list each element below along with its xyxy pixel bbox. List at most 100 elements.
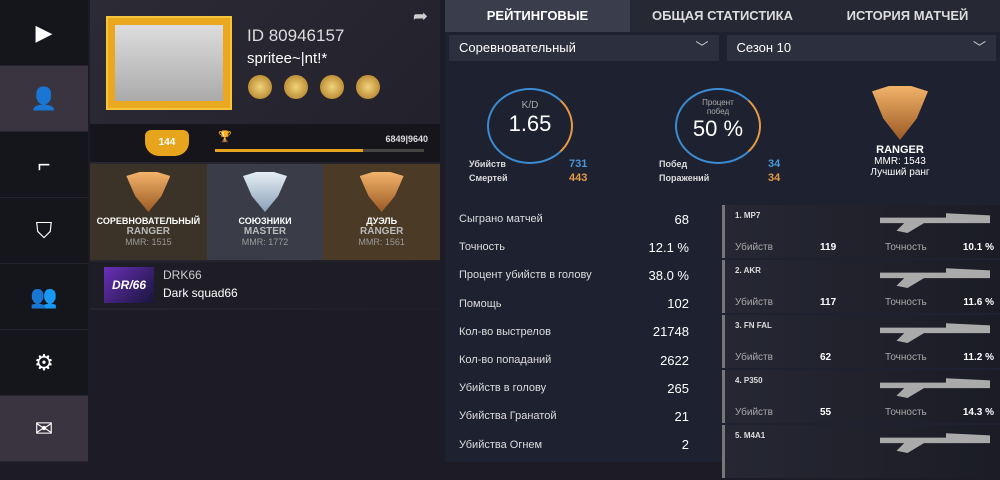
stat-row: Точность 12.1 % [445, 233, 717, 261]
tab-match-history[interactable]: ИСТОРИЯ МАТЧЕЙ [846, 8, 969, 23]
weapon-name: 4. P350 [735, 376, 763, 385]
stat-value: 12.1 % [648, 239, 689, 255]
kills-value: 731 [569, 158, 588, 170]
friends-icon: 👥 [30, 283, 58, 309]
winrate-circle: Процент побед 50 % [675, 88, 761, 164]
medal-icon[interactable] [320, 75, 344, 99]
sidebar-item-clan[interactable]: ⛉ [0, 198, 88, 264]
best-rank-tier: RANGER [876, 144, 924, 156]
weapon-kills: 62 [820, 352, 832, 363]
stat-label: Помощь [459, 297, 502, 310]
rank-card-duel[interactable]: ДУЭЛЬ RANGER MMR: 1561 [323, 164, 441, 260]
stat-label: Убийства Огнем [459, 438, 543, 451]
clan-row[interactable]: DR/66 DRK66 Dark squad66 [90, 262, 440, 308]
kills-label: Убийств [469, 159, 506, 169]
rank-card-competitive[interactable]: СОРЕВНОВАТЕЛЬНЫЙ RANGER MMR: 1515 [90, 164, 207, 260]
clan-tag: DRK66 [163, 268, 202, 282]
stat-row: Убийств в голову 265 [445, 374, 717, 402]
stat-row: Кол-во выстрелов 21748 [445, 318, 717, 346]
weapon-name: 1. MP7 [735, 211, 761, 220]
chevron-down-icon: ﹀ [972, 40, 986, 55]
kd-circle: K/D 1.65 [487, 88, 573, 164]
weapon-icon [880, 268, 990, 288]
xp-progress [215, 149, 424, 152]
weapon-card[interactable]: 1. MP7 Убийств 119 Точность 10.1 % [722, 205, 1000, 258]
weapon-accuracy: 10.1 % [962, 242, 994, 253]
weapon-kills-label: Убийств [735, 407, 773, 418]
sidebar-item-mail[interactable]: ✉ [0, 396, 88, 462]
badge-icon: ⛉ [35, 217, 53, 243]
user-icon: 👤 [30, 85, 58, 111]
deaths-value: 443 [569, 172, 588, 184]
rank-mmr: MMR: 1561 [358, 237, 405, 247]
weapon-kills: 119 [820, 242, 837, 253]
sidebar-item-friends[interactable]: 👥 [0, 264, 88, 330]
medal-icon[interactable] [248, 75, 272, 99]
gear-icon: ⚙ [34, 349, 54, 375]
weapon-icon [880, 433, 990, 453]
weapon-accuracy: 14.3 % [962, 407, 994, 418]
winrate-label: Процент побед [702, 98, 734, 116]
weapon-kills: 55 [820, 407, 832, 418]
tab-ranked[interactable]: РЕЙТИНГОВЫЕ [445, 0, 630, 32]
kd-label: K/D [521, 100, 539, 111]
rank-emblem-icon [872, 86, 928, 140]
stat-row: Процент убийств в голову 38.0 % [445, 261, 717, 289]
weapon-card[interactable]: 4. P350 Убийств 55 Точность 14.3 % [722, 370, 1000, 423]
rank-card-allies[interactable]: СОЮЗНИКИ MASTER MMR: 1772 [206, 164, 324, 260]
clan-logo: DR/66 [104, 267, 154, 303]
stat-row: Убийства Огнем 2 [445, 431, 717, 459]
stat-label: Кол-во выстрелов [459, 325, 551, 338]
stat-label: Убийств в голову [459, 382, 547, 395]
stat-row: Сыграно матчей 68 [445, 205, 717, 233]
weapon-kills-label: Убийств [735, 297, 773, 308]
rank-mode: СОЮЗНИКИ [238, 216, 292, 226]
rank-emblem-icon [243, 172, 287, 212]
rank-emblem-icon [126, 172, 171, 212]
losses-value: 34 [768, 172, 781, 184]
wins-label: Побед [659, 159, 688, 169]
weapon-name: 5. M4A1 [735, 431, 766, 440]
stat-label: Процент убийств в голову [459, 269, 592, 282]
weapon-card[interactable]: 3. FN FAL Убийств 62 Точность 11.2 % [722, 315, 1000, 368]
trophy-icon: 🏆 [218, 131, 232, 143]
weapon-card[interactable]: 5. M4A1 [722, 425, 1000, 478]
play-icon: ▶ [35, 19, 53, 45]
rank-emblem-icon [359, 172, 404, 212]
stat-row: Убийства Гранатой 21 [445, 402, 717, 430]
stats-panel: РЕЙТИНГОВЫЕ ОБЩАЯ СТАТИСТИКА ИСТОРИЯ МАТ… [445, 0, 1000, 478]
level-bar: 144 🏆 6849|9640 [90, 124, 440, 162]
weapon-accuracy-label: Точность [885, 297, 927, 308]
medal-icon[interactable] [284, 75, 308, 99]
sidebar-item-settings[interactable]: ⚙ [0, 330, 88, 396]
stat-row: Помощь 102 [445, 290, 717, 318]
deaths-label: Смертей [469, 173, 508, 183]
profile-panel: ID 80946157 spritee~|nt!* ➦ 144 🏆 6849|9… [90, 0, 441, 310]
rank-mode: СОРЕВНОВАТЕЛЬНЫЙ [96, 216, 201, 226]
clan-name: Dark squad66 [163, 286, 238, 300]
sidebar-item-weapons[interactable]: ⌐ [0, 132, 88, 198]
mode-dropdown[interactable]: Соревновательный ﹀ [449, 35, 719, 61]
best-rank: RANGER MMR: 1543 Лучший ранг [845, 86, 955, 178]
best-rank-label: Лучший ранг [870, 167, 930, 178]
season-dropdown[interactable]: Сезон 10 ﹀ [726, 35, 996, 61]
sidebar-item-profile[interactable]: 👤 [0, 66, 88, 132]
rank-tier: RANGER [360, 226, 404, 237]
stat-value: 38.0 % [648, 267, 689, 283]
avatar[interactable] [106, 16, 232, 110]
sidebar-item-play[interactable]: ▶ [0, 0, 88, 66]
player-name: spritee~|nt!* [247, 50, 328, 67]
weapon-name: 2. AKR [735, 266, 761, 275]
rank-tier: MASTER [243, 226, 287, 237]
stat-value: 102 [667, 296, 689, 312]
weapon-accuracy-label: Точность [885, 407, 927, 418]
weapon-card[interactable]: 2. AKR Убийств 117 Точность 11.6 % [722, 260, 1000, 313]
tab-general-stats[interactable]: ОБЩАЯ СТАТИСТИКА [652, 8, 793, 23]
medal-icon[interactable] [356, 75, 380, 99]
rank-mmr: MMR: 1515 [125, 237, 172, 247]
weapon-accuracy-label: Точность [885, 352, 927, 363]
weapon-kills: 117 [820, 297, 837, 308]
weapon-accuracy: 11.2 % [963, 352, 994, 363]
kd-value: 1.65 [508, 111, 552, 136]
share-icon[interactable]: ➦ [412, 6, 428, 26]
